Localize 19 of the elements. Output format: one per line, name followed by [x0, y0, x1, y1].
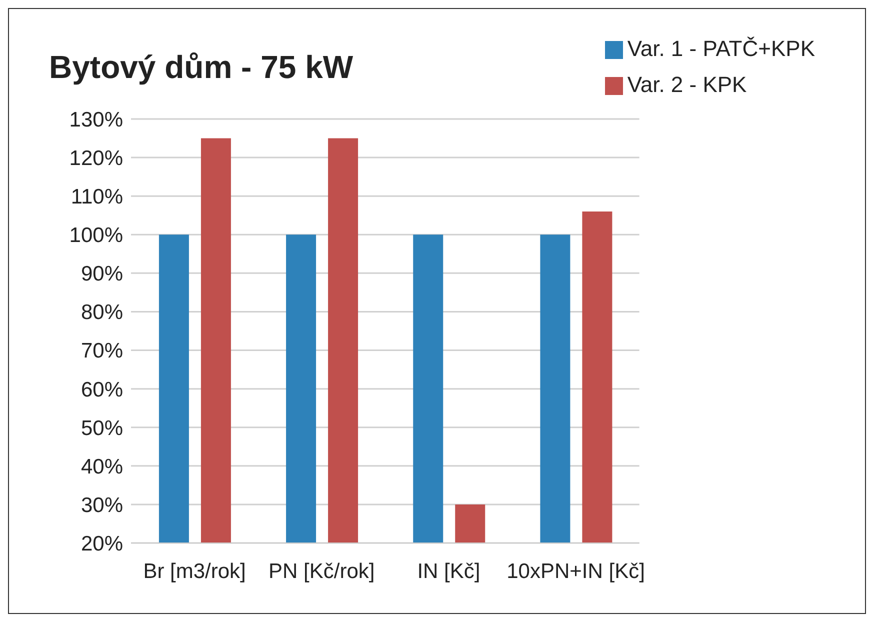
- y-tick-label: 60%: [80, 378, 123, 402]
- y-tick-label: 90%: [80, 262, 123, 286]
- legend-label: Var. 1 - PATČ+KPK: [627, 36, 815, 61]
- y-tick-label: 100%: [69, 224, 123, 248]
- legend-label: Var. 2 - KPK: [627, 72, 747, 97]
- y-tick-label: 80%: [80, 301, 123, 324]
- x-tick-label: PN [Kč/rok]: [268, 560, 375, 583]
- y-tick-label: 40%: [80, 455, 123, 478]
- y-tick-label: 70%: [80, 340, 123, 363]
- y-tick-label: 130%: [69, 108, 123, 132]
- y-tick-label: 120%: [69, 147, 123, 170]
- x-tick-label: 10xPN+IN [Kč]: [506, 560, 645, 583]
- x-tick-label: IN [Kč]: [417, 560, 480, 583]
- y-tick-label: 50%: [80, 416, 123, 440]
- x-tick-label: Br [m3/rok]: [143, 560, 246, 583]
- y-tick-label: 30%: [80, 494, 123, 517]
- y-tick-label: 110%: [70, 186, 123, 209]
- y-tick-label: 20%: [80, 532, 123, 556]
- chart-title: Bytový dům - 75 kW: [49, 49, 354, 86]
